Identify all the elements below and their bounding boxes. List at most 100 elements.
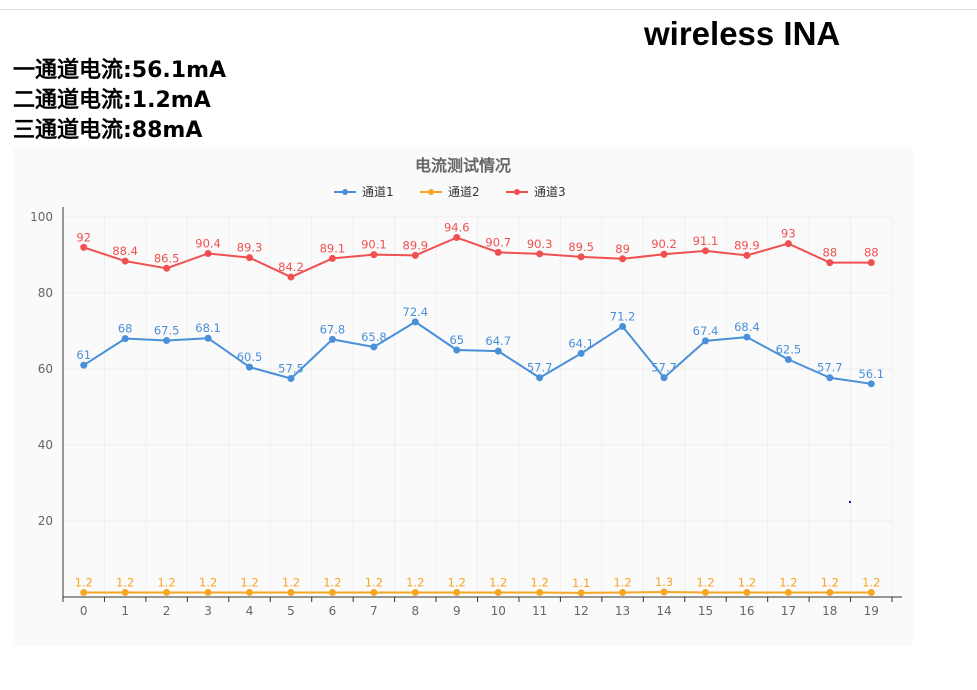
x-tick-label: 14 (656, 604, 671, 618)
data-point[interactable] (328, 335, 336, 343)
data-point[interactable] (453, 588, 461, 596)
x-tick-label: 18 (822, 604, 837, 618)
channel-3-reading: 三通道电流:88mA (13, 118, 203, 143)
data-point[interactable] (660, 250, 668, 258)
x-tick-label: 11 (532, 604, 547, 618)
data-point[interactable] (577, 349, 585, 357)
data-label: 91.1 (693, 234, 719, 248)
data-label: 1.2 (240, 575, 258, 589)
data-point[interactable] (784, 356, 792, 363)
data-point[interactable] (411, 588, 419, 596)
data-point[interactable] (287, 588, 295, 596)
data-point[interactable] (619, 588, 627, 596)
data-point[interactable] (328, 588, 336, 596)
data-label: 68.4 (734, 320, 760, 334)
y-tick-label: 40 (38, 438, 53, 452)
data-point[interactable] (867, 588, 875, 596)
x-tick-label: 0 (80, 604, 88, 618)
data-point[interactable] (370, 343, 378, 351)
data-point[interactable] (701, 247, 709, 255)
legend-swatch-dot[interactable] (514, 189, 520, 195)
data-point[interactable] (204, 588, 212, 596)
data-point[interactable] (80, 588, 88, 596)
data-point[interactable] (246, 363, 254, 371)
x-tick-label: 12 (573, 604, 588, 618)
data-label: 57.5 (278, 362, 304, 376)
x-tick-label: 2 (163, 604, 171, 618)
data-point[interactable] (701, 588, 709, 596)
data-point[interactable] (121, 257, 129, 265)
legend-label[interactable]: 通道3 (534, 185, 566, 199)
data-label: 88 (823, 246, 838, 260)
data-label: 1.2 (323, 575, 341, 589)
data-label: 57.7 (651, 361, 677, 375)
data-point[interactable] (287, 273, 295, 281)
data-point[interactable] (494, 588, 502, 596)
data-label: 89.3 (237, 241, 263, 255)
data-point[interactable] (121, 335, 129, 343)
data-point[interactable] (660, 588, 668, 596)
legend-label[interactable]: 通道2 (448, 185, 480, 199)
data-label: 89.5 (568, 240, 594, 254)
data-point[interactable] (743, 333, 751, 341)
legend-swatch-dot[interactable] (342, 189, 348, 195)
data-point[interactable] (577, 253, 585, 261)
data-point[interactable] (867, 380, 875, 388)
data-label: 1.2 (862, 575, 880, 589)
legend-label[interactable]: 通道1 (362, 185, 394, 199)
data-label: 1.2 (779, 575, 797, 589)
data-point[interactable] (784, 240, 792, 248)
data-point[interactable] (411, 251, 419, 259)
data-label: 60.5 (237, 350, 263, 364)
x-tick-label: 10 (491, 604, 506, 618)
data-point[interactable] (536, 374, 544, 382)
data-point[interactable] (121, 588, 129, 596)
data-point[interactable] (411, 318, 419, 326)
data-label: 62.5 (776, 343, 802, 357)
data-point[interactable] (743, 588, 751, 596)
data-point[interactable] (494, 347, 502, 355)
data-point[interactable] (826, 374, 834, 382)
data-point[interactable] (784, 588, 792, 596)
chart-title: 电流测试情况 (415, 156, 511, 175)
data-point[interactable] (453, 234, 461, 242)
data-point[interactable] (163, 588, 171, 596)
data-label: 88 (864, 246, 879, 260)
data-point[interactable] (287, 375, 295, 382)
data-label: 1.2 (821, 575, 839, 589)
data-point[interactable] (453, 346, 461, 354)
data-point[interactable] (826, 259, 834, 267)
data-point[interactable] (80, 243, 88, 251)
channel-readings: 一通道电流:56.1mA 二通道电流:1.2mA 三通道电流:88mA (13, 56, 226, 146)
data-label: 1.3 (655, 575, 673, 589)
data-label: 1.2 (406, 575, 424, 589)
data-label: 88.4 (112, 244, 138, 258)
data-point[interactable] (204, 249, 212, 257)
data-point[interactable] (577, 589, 585, 597)
data-point[interactable] (246, 254, 254, 262)
data-point[interactable] (163, 264, 171, 272)
x-tick-label: 5 (287, 604, 295, 618)
legend-swatch-dot[interactable] (428, 189, 434, 195)
data-point[interactable] (80, 361, 88, 369)
data-point[interactable] (743, 251, 751, 259)
data-point[interactable] (328, 254, 336, 262)
data-point[interactable] (619, 322, 627, 330)
x-tick-label: 16 (739, 604, 754, 618)
data-point[interactable] (536, 250, 544, 258)
data-point[interactable] (163, 337, 171, 344)
data-point[interactable] (619, 255, 627, 263)
data-point[interactable] (246, 588, 254, 596)
data-point[interactable] (536, 588, 544, 596)
series-line-2 (83, 591, 872, 594)
data-point[interactable] (826, 588, 834, 596)
data-point[interactable] (494, 248, 502, 256)
data-point[interactable] (660, 374, 668, 382)
data-point[interactable] (867, 259, 875, 267)
data-point[interactable] (370, 251, 378, 259)
data-label: 64.7 (485, 334, 511, 348)
x-tick-label: 3 (204, 604, 212, 618)
data-point[interactable] (701, 337, 709, 345)
data-point[interactable] (204, 334, 212, 342)
data-point[interactable] (370, 588, 378, 596)
